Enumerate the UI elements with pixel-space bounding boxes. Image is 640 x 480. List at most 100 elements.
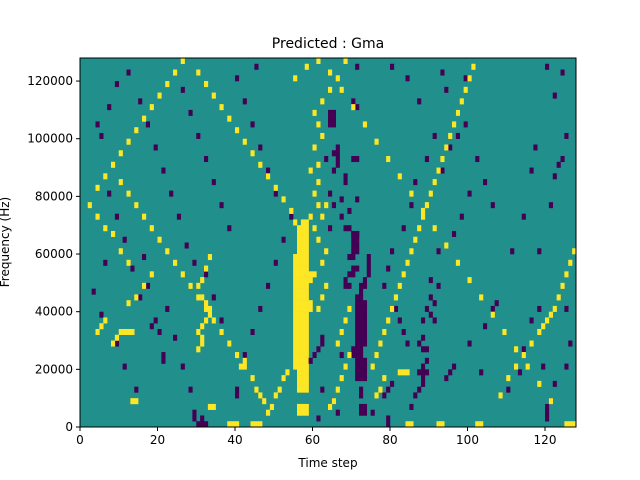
heatmap-cell (297, 346, 302, 353)
heatmap-cell (347, 282, 352, 289)
heatmap-cell (362, 369, 368, 376)
heatmap-cell (552, 305, 557, 312)
heatmap-cell (297, 375, 302, 382)
heatmap-cell (300, 311, 306, 318)
heatmap-cell (304, 357, 309, 364)
heatmap-cell (362, 340, 368, 347)
heatmap-cell (428, 190, 433, 197)
heatmap-cell (359, 369, 364, 376)
heatmap-cell (126, 300, 131, 307)
heatmap-cell (114, 81, 120, 88)
heatmap-cell (335, 386, 340, 393)
heatmap-cell (304, 254, 309, 261)
heatmap-cell (452, 121, 457, 128)
heatmap-cell (250, 121, 255, 128)
heatmap-cell (300, 271, 306, 278)
heatmap-cell (204, 265, 209, 272)
heatmap-cell (432, 300, 437, 307)
chart-title: Predicted : Gma (272, 36, 384, 52)
heatmap-cell (572, 248, 577, 255)
heatmap-cell (297, 277, 302, 284)
heatmap-cell (413, 236, 418, 243)
heatmap-cell (227, 340, 232, 347)
heatmap-cell (266, 167, 271, 174)
x-axis: 0 20 40 60 80 100 120 (76, 427, 556, 447)
heatmap-cell (192, 409, 197, 416)
heatmap-cell (355, 363, 360, 370)
heatmap-cell (560, 156, 565, 163)
heatmap-cell (122, 363, 127, 370)
heatmap-cell (165, 248, 170, 255)
heatmap-cell (405, 369, 410, 376)
heatmap-cell (204, 81, 209, 88)
heatmap-cell (304, 300, 309, 307)
heatmap-cell (169, 190, 174, 197)
heatmap-cell (300, 254, 306, 261)
heatmap-cell (328, 403, 333, 410)
heatmap-cell (258, 305, 263, 312)
heatmap-cell (300, 369, 306, 376)
heatmap-cell (235, 127, 240, 134)
heatmap-cell (328, 69, 333, 76)
heatmap-cell (424, 305, 430, 312)
heatmap-cell (300, 225, 306, 232)
heatmap-cell (126, 138, 131, 145)
heatmap-cell (421, 346, 426, 353)
heatmap-cell (362, 363, 368, 370)
heatmap-cell (374, 138, 379, 145)
heatmap-cell (297, 409, 302, 416)
heatmap-cell (409, 403, 414, 410)
heatmap-cell (99, 323, 104, 330)
heatmap-cell (386, 386, 391, 393)
heatmap-cell (312, 271, 317, 278)
heatmap-cell (297, 236, 302, 243)
heatmap-cell (362, 334, 368, 341)
heatmap-cell (293, 311, 298, 318)
heatmap-cell (494, 300, 499, 307)
heatmap-cell (467, 340, 472, 347)
heatmap-cell (409, 190, 414, 197)
heatmap-cell (521, 352, 526, 359)
heatmap-cell (211, 179, 216, 186)
heatmap-cell (355, 265, 360, 272)
heatmap-cell (533, 144, 538, 151)
heatmap-cell (192, 259, 197, 266)
heatmap-cell (293, 259, 298, 266)
heatmap-cell (297, 242, 302, 249)
heatmap-cell (300, 248, 306, 255)
heatmap-cell (157, 92, 162, 99)
x-tick-label: 100 (456, 433, 479, 447)
heatmap-cell (335, 340, 340, 347)
heatmap-cells (80, 58, 577, 428)
heatmap-cell (300, 294, 306, 301)
heatmap-cell (200, 334, 205, 341)
heatmap-cell (355, 242, 360, 249)
heatmap-cell (188, 386, 193, 393)
heatmap-cell (370, 363, 375, 370)
heatmap-cell (300, 230, 306, 237)
heatmap-cell (204, 305, 209, 312)
heatmap-cell (409, 202, 414, 209)
heatmap-cell (161, 167, 166, 174)
heatmap-cell (548, 202, 554, 209)
heatmap-cell (331, 121, 337, 128)
heatmap-cell (359, 300, 364, 307)
heatmap-cell (564, 132, 569, 139)
heatmap-cell (145, 282, 151, 289)
heatmap-cell (308, 277, 313, 284)
heatmap-cell (328, 115, 333, 122)
heatmap-cell (300, 242, 306, 249)
heatmap-cell (320, 213, 325, 220)
heatmap-cell (250, 421, 255, 428)
heatmap-cell (235, 386, 240, 393)
heatmap-cell (293, 334, 298, 341)
heatmap-cell (417, 369, 422, 376)
heatmap-cell (293, 323, 298, 330)
heatmap-cell (312, 190, 317, 197)
heatmap-cell (362, 311, 368, 318)
heatmap-cell (362, 409, 368, 416)
heatmap-cell (300, 328, 306, 335)
heatmap-cell (529, 167, 534, 174)
heatmap-cell (219, 202, 224, 209)
heatmap-cell (432, 132, 437, 139)
